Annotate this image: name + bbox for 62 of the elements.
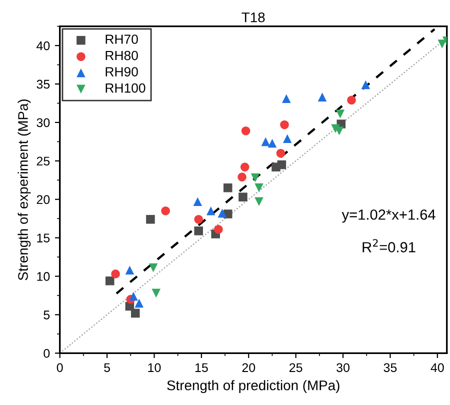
point <box>111 270 120 278</box>
chart-title: T18 <box>242 12 265 22</box>
point <box>194 214 203 224</box>
y-tick-label: 25 <box>36 156 50 166</box>
point <box>361 80 370 90</box>
y-tick-label: 40 <box>36 41 50 50</box>
point <box>223 183 232 192</box>
point <box>241 126 250 136</box>
point <box>254 197 264 206</box>
point <box>129 292 138 301</box>
point <box>125 266 134 274</box>
point <box>152 288 161 298</box>
legend-label: RH70 <box>106 34 138 44</box>
legend-label: RH100 <box>106 83 146 93</box>
point <box>336 110 345 118</box>
point <box>280 120 289 130</box>
x-axis-title: Strength of prediction (MPa) <box>167 380 340 394</box>
point <box>318 92 327 102</box>
point <box>261 137 270 146</box>
annotation: R$^{2}$=0.91 <box>362 239 416 252</box>
point <box>130 308 140 318</box>
x-tick-label: 5 <box>104 363 110 372</box>
point <box>146 214 155 224</box>
x-tick-label: 15 <box>195 363 208 372</box>
y-tick-label: 20 <box>36 195 50 204</box>
point <box>347 96 356 105</box>
x-tick-label: 10 <box>148 363 161 372</box>
y-axis-title: Strength of experiment (MPa) <box>18 100 31 280</box>
point <box>282 134 292 143</box>
point <box>218 208 227 218</box>
point <box>148 263 158 272</box>
x-tick-label: 20 <box>242 363 256 372</box>
point <box>206 206 216 216</box>
point <box>193 197 202 206</box>
y-tick-label: 35 <box>36 80 50 89</box>
point <box>276 148 286 158</box>
x-tick-label: 35 <box>384 363 397 372</box>
point <box>238 172 246 182</box>
y-tick-label: 5 <box>44 310 50 320</box>
y-tick-label: 0 <box>44 348 50 358</box>
point <box>277 160 286 170</box>
point <box>134 298 144 308</box>
annotation: y=1.02*x+1.64 <box>342 209 436 223</box>
point <box>254 183 264 192</box>
x-tick-label: 40 <box>430 363 444 372</box>
point <box>250 173 260 182</box>
point <box>240 162 250 172</box>
point <box>214 224 223 234</box>
point <box>238 192 248 202</box>
y-tick-label: 30 <box>36 118 50 128</box>
point <box>194 226 203 236</box>
point <box>282 94 291 104</box>
point <box>105 276 114 286</box>
point <box>161 206 170 216</box>
y-tick-label: 15 <box>37 234 50 242</box>
legend-label: RH90 <box>106 67 138 76</box>
x-tick-label: 0 <box>56 363 63 372</box>
legend-label: RH80 <box>106 50 138 60</box>
x-tick-label: 25 <box>290 363 302 372</box>
point <box>268 138 277 148</box>
y-tick-label: 10 <box>37 272 50 281</box>
x-tick-label: 30 <box>336 363 350 372</box>
